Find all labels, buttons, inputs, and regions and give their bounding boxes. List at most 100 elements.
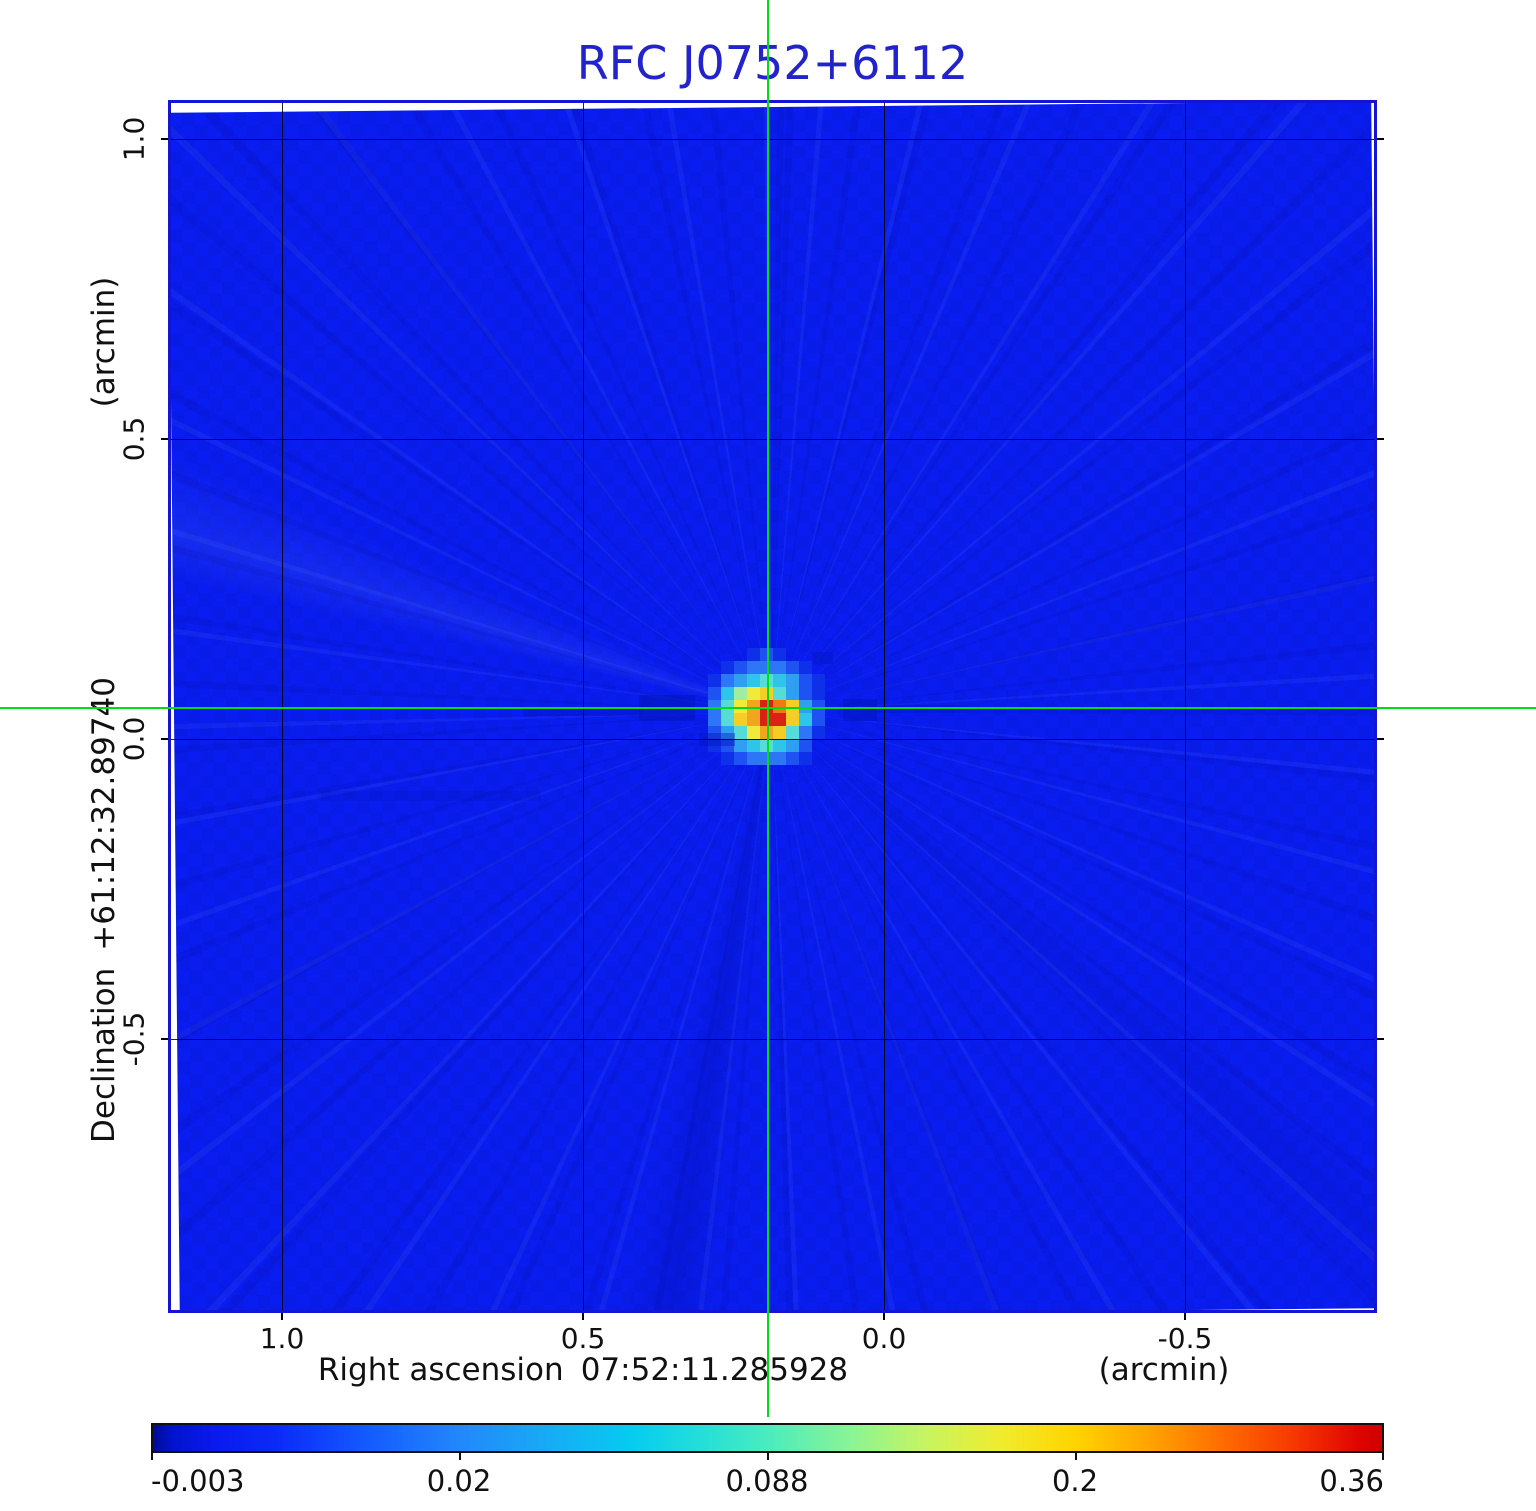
psf-pixel: [786, 700, 799, 713]
psf-pixel: [721, 726, 734, 739]
gridline-x--0.5: [1185, 103, 1186, 1310]
y-tick-label: 0.5: [117, 416, 151, 462]
psf-pixel: [760, 713, 773, 726]
psf-pixel: [760, 700, 773, 713]
psf-pixel: [812, 700, 825, 713]
psf-pixel: [708, 700, 721, 713]
colorbar-tick-mark: [151, 1453, 153, 1460]
y-tick-label: -0.5: [117, 1011, 151, 1067]
psf-pixel: [799, 739, 812, 752]
psf-pixel: [734, 726, 747, 739]
radio-source-psf: [708, 648, 825, 765]
psf-pixel: [786, 726, 799, 739]
colorbar-tick-mark: [1382, 1453, 1384, 1460]
colorbar-tick-label: 0.36: [1319, 1464, 1384, 1498]
psf-pixel: [734, 752, 747, 765]
gridline-y--0.5: [171, 1039, 1374, 1040]
psf-pixel: [747, 726, 760, 739]
psf-pixel: [708, 713, 721, 726]
colorbar-tick-label: 0.088: [725, 1464, 809, 1498]
psf-pixel: [747, 739, 760, 752]
y-tick-mark: [161, 438, 168, 440]
psf-pixel: [773, 674, 786, 687]
colorbar: [151, 1423, 1384, 1453]
psf-pixel: [747, 752, 760, 765]
psf-pixel: [721, 739, 734, 752]
negative-sidelobe-patch: [813, 652, 833, 664]
psf-pixel: [773, 726, 786, 739]
x-axis-label: Right ascension: [317, 1352, 564, 1388]
psf-pixel: [799, 726, 812, 739]
psf-pixel: [721, 713, 734, 726]
psf-pixel: [734, 739, 747, 752]
x-tick-label: -0.5: [1157, 1322, 1213, 1355]
gridline-y-0.0: [171, 739, 1374, 740]
psf-pixel: [734, 700, 747, 713]
psf-pixel: [734, 687, 747, 700]
plot-frame: [168, 100, 1377, 1313]
psf-pixel: [786, 687, 799, 700]
psf-pixel: [786, 739, 799, 752]
gridline-y-1.0: [171, 139, 1374, 140]
psf-pixel: [708, 726, 721, 739]
y-tick-mark: [1377, 138, 1384, 140]
psf-pixel: [773, 661, 786, 674]
colorbar-tick-mark: [767, 1453, 769, 1460]
psf-pixel: [747, 674, 760, 687]
psf-pixel: [721, 700, 734, 713]
psf-pixel: [786, 674, 799, 687]
psf-pixel: [786, 661, 799, 674]
psf-pixel: [812, 726, 825, 739]
psf-pixel: [799, 700, 812, 713]
psf-pixel: [799, 687, 812, 700]
colorbar-tick-mark: [459, 1453, 461, 1460]
y-tick-mark: [161, 738, 168, 740]
y-axis-unit: (arcmin): [86, 276, 122, 408]
y-tick-mark: [161, 1038, 168, 1040]
gridline-x-1.0: [282, 103, 283, 1310]
psf-pixel: [721, 752, 734, 765]
psf-pixel: [721, 674, 734, 687]
plot-title: RFC J0752+6112: [576, 36, 969, 90]
gridline-x-0.0: [884, 103, 885, 1310]
psf-pixel: [786, 713, 799, 726]
psf-pixel: [747, 713, 760, 726]
psf-pixel: [786, 752, 799, 765]
gridline-x-0.5: [583, 103, 584, 1310]
x-tick-label: 1.0: [259, 1322, 305, 1355]
psf-pixel: [760, 648, 773, 661]
crosshair-horizontal-line: [0, 707, 1536, 709]
psf-pixel: [799, 752, 812, 765]
x-tick-label: 0.0: [861, 1322, 907, 1355]
x-tick-mark: [582, 1313, 584, 1320]
colorbar-tick-label: 0.2: [1051, 1464, 1099, 1498]
y-tick-mark: [1377, 738, 1384, 740]
psf-pixel: [812, 687, 825, 700]
colorbar-tick-mark: [1075, 1453, 1077, 1460]
psf-pixel: [721, 687, 734, 700]
x-tick-mark: [281, 1313, 283, 1320]
y-tick-mark: [1377, 438, 1384, 440]
y-tick-label: 0.0: [117, 716, 151, 762]
psf-pixel: [760, 739, 773, 752]
psf-pixel: [812, 674, 825, 687]
gridline-y-0.5: [171, 439, 1374, 440]
psf-pixel: [708, 687, 721, 700]
x-tick-mark: [1184, 1313, 1186, 1320]
y-tick-mark: [1377, 1038, 1384, 1040]
psf-pixel: [760, 687, 773, 700]
psf-pixel: [747, 687, 760, 700]
colorbar-tick-label: 0.02: [426, 1464, 492, 1498]
y-axis-value: +61:12:32.89740: [86, 677, 122, 951]
psf-pixel: [773, 687, 786, 700]
negative-sidelobe-patch: [871, 705, 967, 713]
psf-pixel: [773, 648, 786, 661]
psf-pixel: [773, 700, 786, 713]
x-axis-title: Right ascension 07:52:11.285928: [318, 1352, 848, 1388]
psf-pixel: [708, 674, 721, 687]
psf-pixel: [734, 674, 747, 687]
y-axis-label: Declination: [86, 967, 122, 1143]
psf-pixel: [721, 661, 734, 674]
psf-pixel: [773, 739, 786, 752]
psf-pixel: [760, 661, 773, 674]
